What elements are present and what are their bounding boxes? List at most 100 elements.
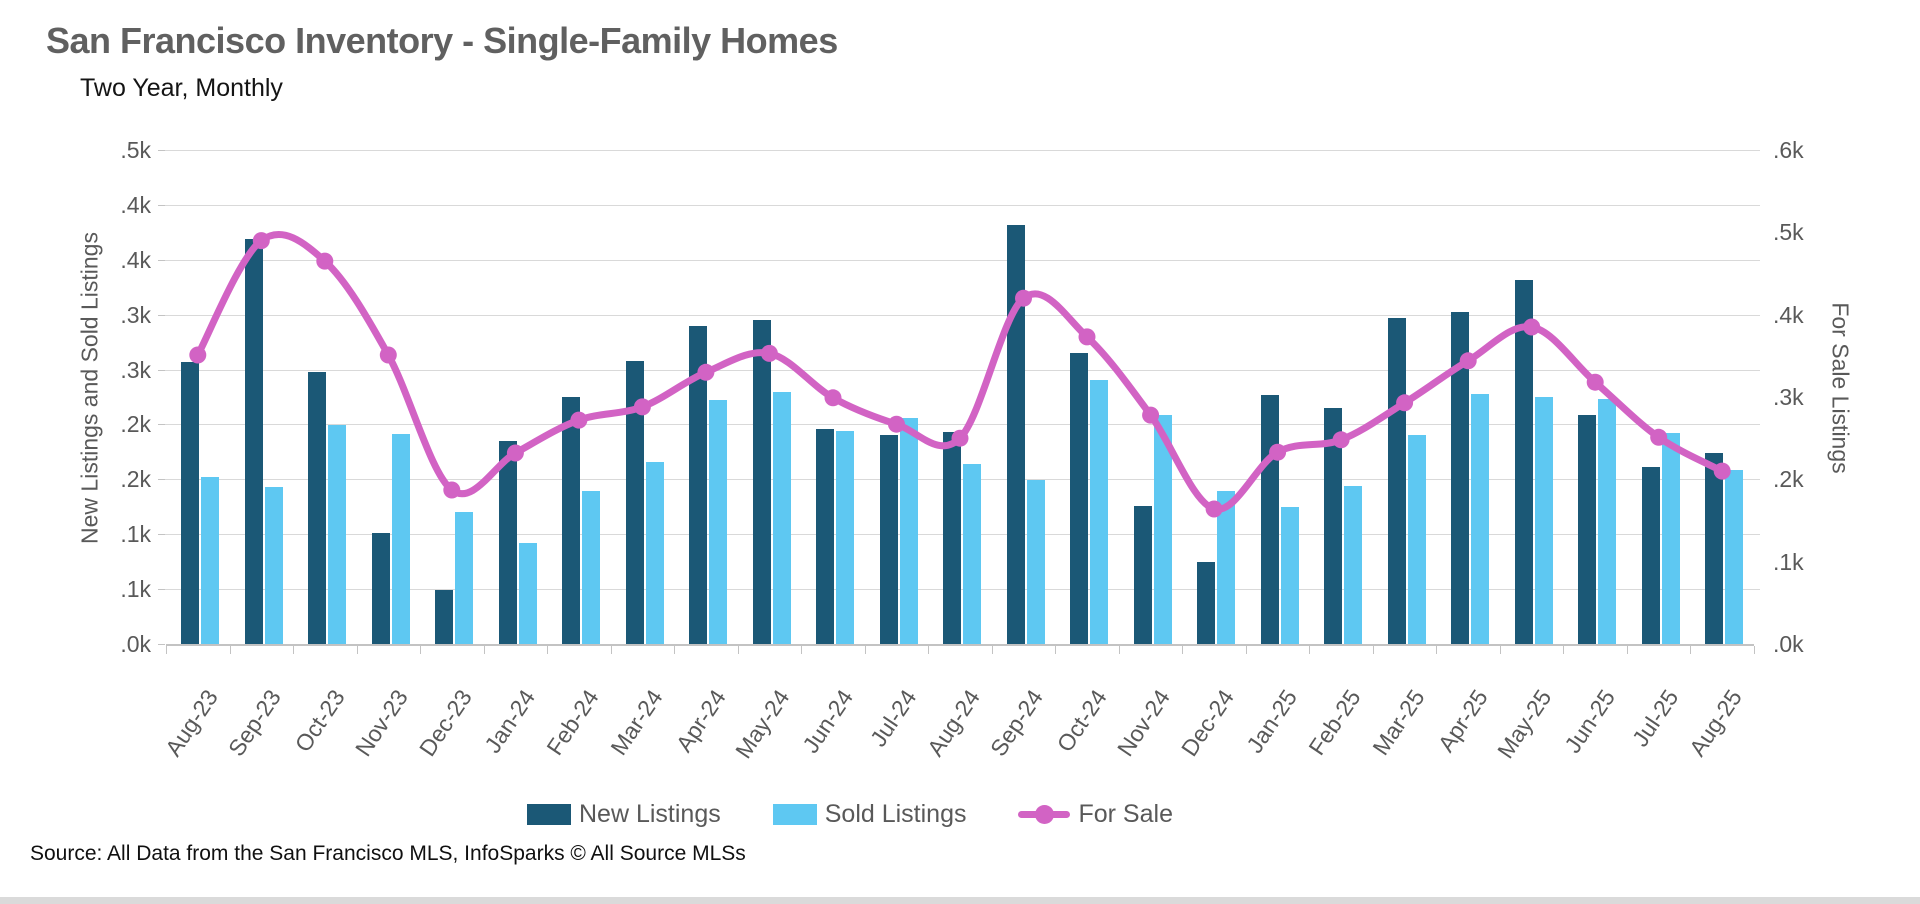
bar-new-listings xyxy=(943,431,962,644)
bar-sold-listings xyxy=(1725,470,1744,644)
bar-sold-listings xyxy=(1153,414,1172,644)
y-axis-right-tick-label: .0k xyxy=(1773,631,1804,657)
x-axis-label: Jun-24 xyxy=(796,684,858,758)
for-sale-line-swatch-icon xyxy=(1018,804,1071,825)
x-axis-tick xyxy=(1563,646,1565,654)
bar-sold-listings xyxy=(1090,380,1109,644)
gridline xyxy=(160,150,1760,151)
left-axis-tick xyxy=(158,534,165,536)
for-sale-point xyxy=(1078,328,1096,346)
x-axis-tick xyxy=(1690,646,1692,654)
bar-new-listings xyxy=(498,441,517,644)
bar-new-listings xyxy=(308,372,327,644)
left-axis-title: New Listings and Sold Listings xyxy=(76,232,103,544)
y-axis-left-tick-label: .3k xyxy=(120,356,151,383)
bar-sold-listings xyxy=(836,430,855,644)
bar-new-listings xyxy=(181,362,199,644)
new-listings-swatch-icon xyxy=(527,804,571,825)
legend: New Listings Sold Listings For Sale xyxy=(527,800,1173,829)
bar-new-listings xyxy=(371,533,390,644)
x-axis-label: Dec-23 xyxy=(413,684,477,761)
bar-new-listings xyxy=(244,238,263,644)
legend-label-for-sale: For Sale xyxy=(1078,800,1173,828)
for-sale-point xyxy=(1586,373,1604,391)
bar-sold-listings xyxy=(772,392,791,644)
bar-sold-listings xyxy=(1534,397,1553,644)
for-sale-point xyxy=(824,389,842,407)
bar-new-listings xyxy=(1578,414,1597,644)
bar-sold-listings xyxy=(582,490,601,644)
bar-new-listings xyxy=(1387,317,1406,644)
x-axis-tick xyxy=(420,646,422,654)
x-axis-label: Nov-24 xyxy=(1112,684,1176,761)
x-axis-tick xyxy=(737,646,739,654)
bar-sold-listings xyxy=(1280,506,1299,644)
x-axis-label: May-24 xyxy=(729,684,795,763)
bar-sold-listings xyxy=(709,399,728,644)
chart-title: San Francisco Inventory - Single-Family … xyxy=(46,20,838,61)
sold-listings-swatch-icon xyxy=(772,804,817,825)
x-axis-tick xyxy=(1118,646,1120,654)
legend-label-sold-listings: Sold Listings xyxy=(824,800,967,828)
legend-item-new-listings[interactable]: New Listings xyxy=(527,800,721,829)
bar-new-listings xyxy=(1641,467,1660,644)
legend-label-new-listings: New Listings xyxy=(579,800,721,828)
y-axis-left-tick-label: .3k xyxy=(120,301,151,328)
x-axis-tick xyxy=(864,646,866,654)
x-axis-tick xyxy=(1372,646,1374,654)
left-axis-tick xyxy=(158,424,165,426)
bar-new-listings xyxy=(816,428,835,644)
x-axis-label: Jan-24 xyxy=(479,684,541,758)
y-axis-right-tick-label: .6k xyxy=(1773,137,1804,163)
legend-item-for-sale[interactable]: For Sale xyxy=(1018,800,1173,829)
x-axis-label: Mar-25 xyxy=(1367,684,1430,760)
x-axis-tick xyxy=(801,646,803,654)
bar-new-listings xyxy=(1133,505,1152,644)
for-sale-point xyxy=(379,346,397,364)
legend-item-sold-listings[interactable]: Sold Listings xyxy=(772,800,967,829)
bar-new-listings xyxy=(1006,225,1025,644)
source-note: Source: All Data from the San Francisco … xyxy=(30,842,746,865)
x-axis-label: Aug-24 xyxy=(921,684,985,761)
x-axis-tick xyxy=(991,646,993,654)
x-axis-label: Sep-24 xyxy=(985,684,1049,761)
bar-new-listings xyxy=(689,325,708,644)
x-axis-label: Dec-24 xyxy=(1175,684,1239,761)
y-axis-left-tick-label: .1k xyxy=(120,521,151,548)
y-axis-right-tick-label: .4k xyxy=(1773,301,1804,328)
y-axis-right-tick-label: .1k xyxy=(1773,548,1804,575)
x-axis-label: Feb-24 xyxy=(541,684,604,760)
for-sale-point xyxy=(443,481,461,499)
left-axis-tick xyxy=(158,589,165,591)
bar-sold-listings xyxy=(328,424,347,644)
x-axis-label: May-25 xyxy=(1492,684,1557,763)
bar-new-listings xyxy=(879,434,898,644)
bottom-strip xyxy=(0,897,1920,904)
bar-sold-listings xyxy=(518,543,537,644)
y-axis-left-tick-label: .4k xyxy=(120,246,151,273)
left-axis-tick xyxy=(158,204,165,206)
left-axis-tick xyxy=(158,369,165,371)
bar-sold-listings xyxy=(645,462,664,644)
bar-sold-listings xyxy=(1217,490,1236,644)
x-axis-tick xyxy=(293,646,295,654)
left-axis-tick xyxy=(158,314,165,316)
x-axis-label: Feb-25 xyxy=(1303,684,1366,760)
gridline xyxy=(160,204,1760,206)
x-axis-tick xyxy=(1055,646,1057,654)
y-axis-right-tick-label: .3k xyxy=(1773,384,1804,410)
bar-sold-listings xyxy=(1661,432,1680,644)
x-axis-tick xyxy=(1754,646,1755,654)
y-axis-left-tick-label: .1k xyxy=(120,576,151,603)
bar-sold-listings xyxy=(1407,434,1426,644)
chart-subtitle: Two Year, Monthly xyxy=(80,74,283,102)
bar-new-listings xyxy=(1070,352,1089,644)
bar-new-listings xyxy=(752,319,771,644)
x-axis-label: Aug-23 xyxy=(159,684,223,761)
x-axis-tick xyxy=(483,646,485,654)
x-axis-tick xyxy=(1499,646,1501,654)
x-axis-tick xyxy=(674,646,676,654)
bar-sold-listings xyxy=(963,464,982,644)
y-axis-left-tick-label: .0k xyxy=(120,631,151,657)
